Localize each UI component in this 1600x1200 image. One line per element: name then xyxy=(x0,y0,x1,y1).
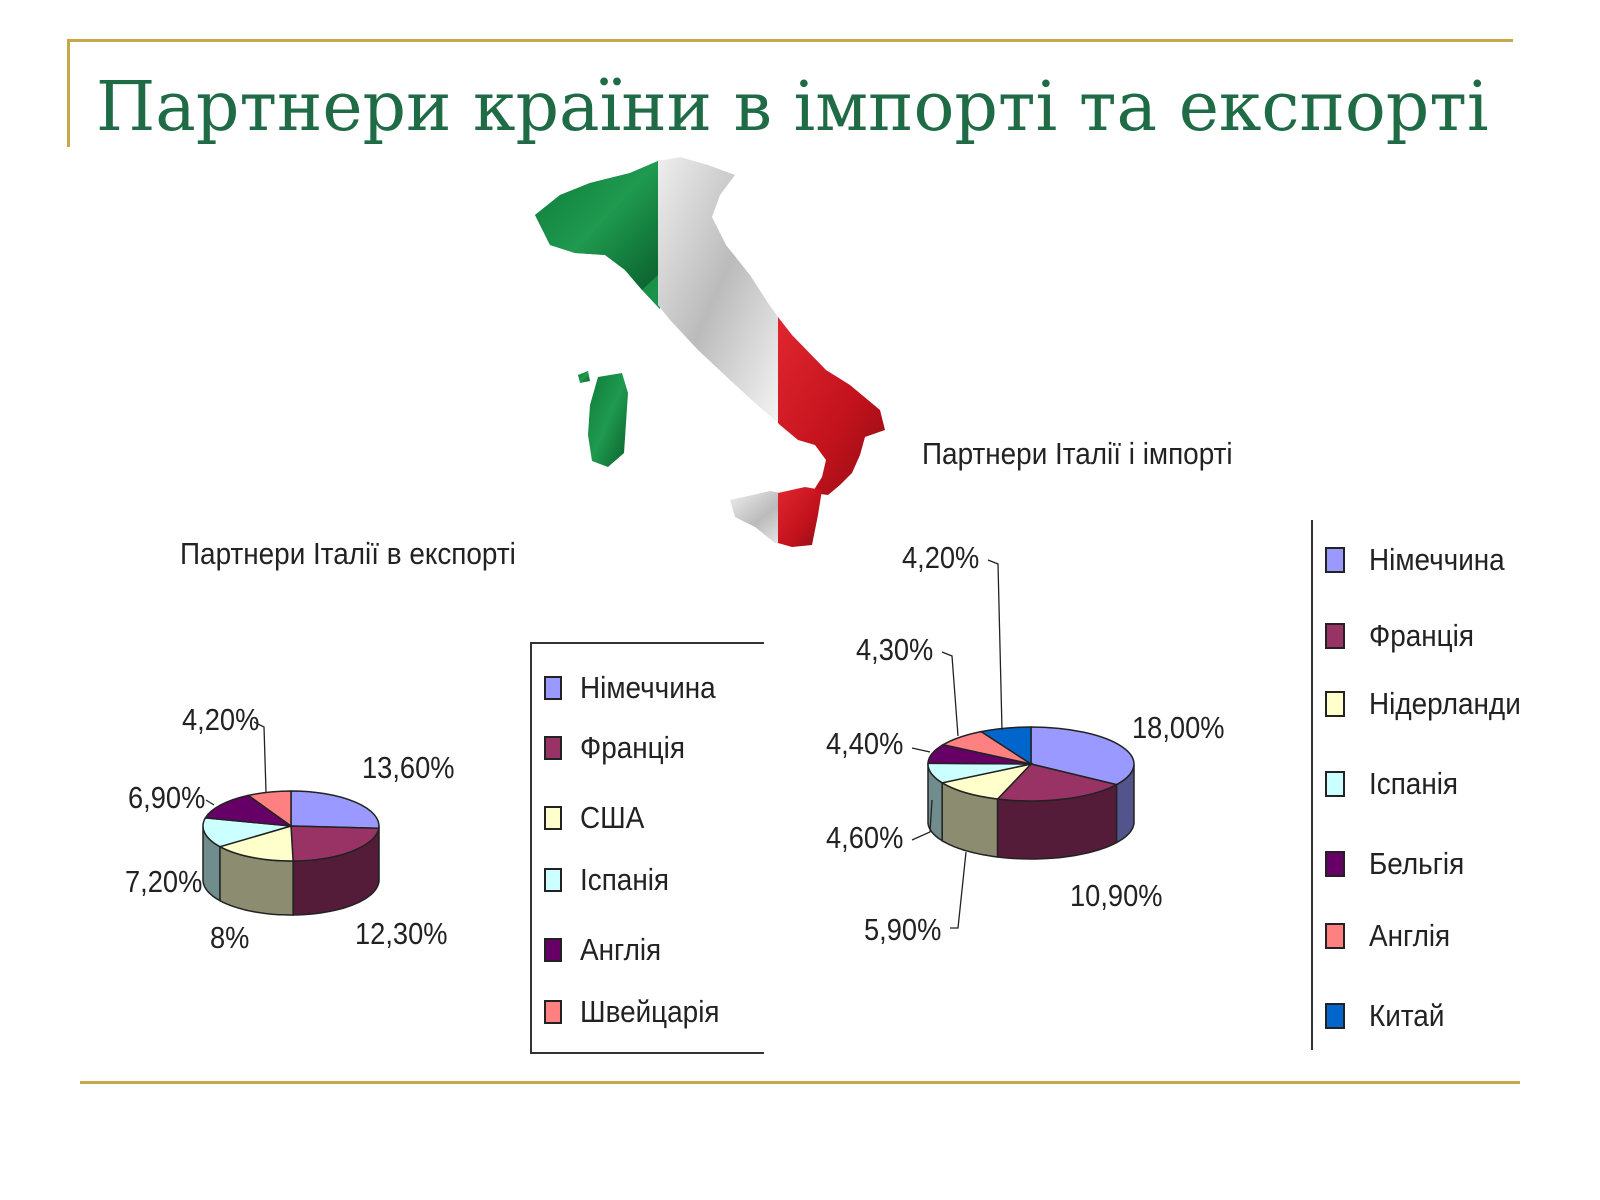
data-label-5: 4,30% xyxy=(856,633,933,667)
import-legend-item-england: Англія xyxy=(1325,918,1459,954)
legend-label: Англія xyxy=(580,932,662,967)
export-legend-item-switzerland: Швейцарія xyxy=(544,994,735,1030)
data-label-leader-4 xyxy=(205,799,215,806)
pie-slice-6 xyxy=(979,726,1032,766)
export-legend-item-germany: Німеччина xyxy=(544,670,731,706)
title-frame-top-line xyxy=(67,39,1513,42)
legend-label: Іспанія xyxy=(580,862,670,897)
data-label-leader-2 xyxy=(950,851,967,929)
export-legend-item-england: Англія xyxy=(544,932,670,968)
export-legend-item-spain: Іспанія xyxy=(544,862,679,898)
pie-slice-0 xyxy=(1030,726,1135,786)
legend-label: Іспанія xyxy=(1369,766,1459,801)
slide-title: Партнери країни в імпорті та експорті xyxy=(96,68,1489,147)
legend-label: Китай xyxy=(1369,998,1445,1033)
data-label-1: 12,30% xyxy=(355,917,447,951)
data-label-4: 4,40% xyxy=(826,727,903,761)
data-label-leader-5 xyxy=(941,651,959,737)
legend-swatch xyxy=(1325,851,1345,877)
data-label-4: 6,90% xyxy=(128,781,205,815)
import-pie-chart: 18,00% 10,90% 5,90% 4,60% 4,40% 4,30% 4,20% xyxy=(826,541,1224,947)
import-legend-item-spain: Іспанія xyxy=(1325,766,1468,802)
export-pie-chart: 13,60% 12,30% 8%7,20% 6,90% 4,20% xyxy=(125,703,454,955)
legend-swatch xyxy=(1325,691,1345,717)
data-label-leader-6 xyxy=(987,559,1003,731)
data-label-leader-5 xyxy=(253,721,267,793)
pie-slice-4 xyxy=(204,794,294,828)
legend-swatch xyxy=(1325,547,1345,573)
mainland-white-part xyxy=(658,157,778,423)
import-legend-item-china: Китай xyxy=(1325,998,1453,1034)
export-chart-title: Партнери Італії в експорті xyxy=(180,536,516,571)
legend-swatch xyxy=(544,938,562,962)
import-legend-item-germany: Німеччина xyxy=(1325,542,1520,578)
legend-label: США xyxy=(580,800,645,835)
mainland-green-part xyxy=(535,161,658,290)
legend-swatch xyxy=(1325,623,1345,649)
import-legend-item-netherlands: Нідерланди xyxy=(1325,686,1538,722)
data-label-0: 18,00% xyxy=(1132,711,1224,745)
legend-label: Бельгія xyxy=(1369,846,1465,881)
export-legend-item-france: Франція xyxy=(544,730,697,766)
data-label-3: 4,60% xyxy=(826,821,903,855)
legend-swatch xyxy=(544,806,562,830)
mainland-red-part xyxy=(778,317,885,495)
footer-line xyxy=(80,1081,1520,1084)
import-legend-item-belgium: Бельгія xyxy=(1325,846,1475,882)
legend-label: Швейцарія xyxy=(580,994,720,1029)
legend-label: Франція xyxy=(580,730,685,765)
legend-swatch xyxy=(544,676,562,700)
export-legend: Німеччина Франція США Іспанія Англія Шве… xyxy=(530,642,764,1054)
legend-swatch xyxy=(544,736,562,760)
import-chart-title: Партнери Італії і імпорті xyxy=(922,436,1233,471)
sardinia-shape xyxy=(588,373,628,467)
title-frame-left-line xyxy=(67,39,70,147)
data-label-leader-3 xyxy=(911,799,933,841)
italy-flag-map xyxy=(535,157,885,547)
data-label-0: 13,60% xyxy=(362,751,454,785)
data-label-5: 4,20% xyxy=(182,703,259,737)
data-label-6: 4,20% xyxy=(902,541,979,575)
import-legend: Німеччина Франція Нідерланди Іспанія Бел… xyxy=(1311,520,1553,1050)
legend-label: Франція xyxy=(1369,618,1474,653)
legend-swatch xyxy=(544,868,562,892)
data-label-3: 7,20% xyxy=(125,865,202,899)
pie-slice-3 xyxy=(202,817,292,848)
legend-label: Нідерланди xyxy=(1369,686,1521,721)
pie-slice-1 xyxy=(290,825,380,862)
data-label-leader-4 xyxy=(911,747,931,753)
data-label-2: 8% xyxy=(210,921,249,955)
export-legend-item-usa: США xyxy=(544,800,651,836)
legend-label: Англія xyxy=(1369,918,1451,953)
legend-swatch xyxy=(1325,923,1345,949)
data-label-2: 5,90% xyxy=(864,913,941,947)
corsica-tip-shape xyxy=(578,371,590,383)
data-label-1: 10,90% xyxy=(1070,879,1162,913)
pie-slice-0 xyxy=(290,790,380,830)
legend-swatch xyxy=(1325,1003,1345,1029)
legend-swatch xyxy=(544,1000,562,1024)
pie-slice-5 xyxy=(246,790,292,828)
sicily-red-part xyxy=(778,487,822,547)
legend-label: Німеччина xyxy=(580,670,716,705)
legend-swatch xyxy=(1325,771,1345,797)
legend-label: Німеччина xyxy=(1369,542,1505,577)
pie-slice-2 xyxy=(218,825,294,862)
pie-slice-1 xyxy=(996,763,1119,802)
import-legend-item-france: Франція xyxy=(1325,618,1486,654)
